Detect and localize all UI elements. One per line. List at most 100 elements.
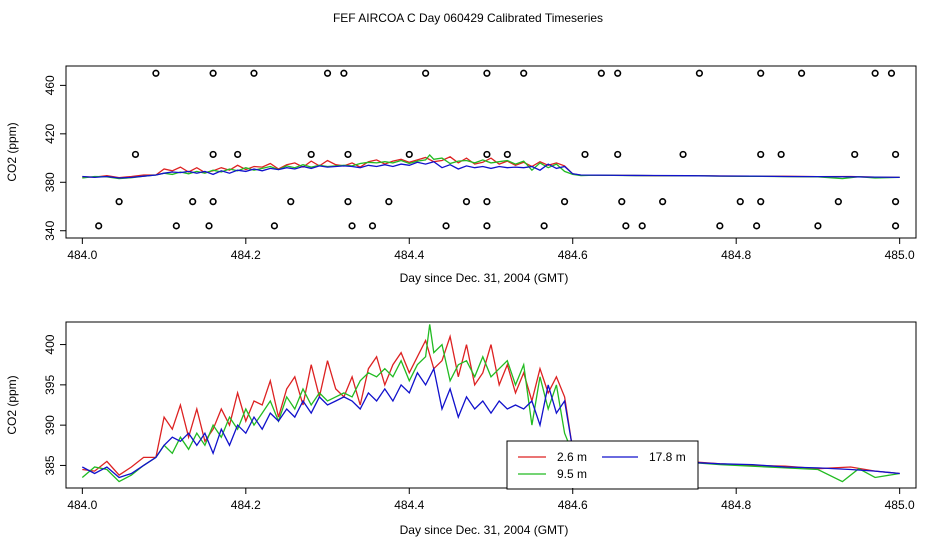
calibration-point	[205, 222, 213, 230]
top-x-tick-label: 485.0	[885, 248, 915, 262]
legend-label-17-8m: 17.8 m	[649, 450, 686, 464]
bottom-series-line-1	[81, 324, 900, 483]
calibration-point	[581, 150, 589, 159]
bottom-y-tick-label: 390	[43, 415, 57, 435]
top-x-tick-label: 484.0	[67, 248, 97, 262]
calibration-point	[638, 222, 646, 230]
calibration-point	[757, 150, 765, 159]
calibration-point	[95, 222, 103, 230]
legend-label-2-6m: 2.6 m	[557, 450, 587, 464]
calibration-point	[344, 198, 352, 206]
calibration-point	[851, 150, 859, 159]
calibration-point	[323, 69, 332, 77]
bottom-panel: Day since Dec. 31, 2004 (GMT) CO2 (ppm) …	[5, 321, 917, 537]
calibration-point	[483, 69, 491, 77]
top-panel: Day since Dec. 31, 2004 (GMT) CO2 (ppm) …	[5, 65, 917, 285]
calibration-point	[405, 150, 413, 159]
calibration-point	[442, 222, 450, 230]
calibration-point	[152, 69, 160, 77]
top-y-tick-label: 460	[43, 75, 57, 95]
calibration-point	[344, 150, 352, 159]
calibration-point	[131, 150, 140, 159]
bottom-x-tick-label: 484.4	[394, 498, 424, 512]
bottom-series-line-0	[82, 333, 900, 476]
top-x-tick-label: 484.6	[558, 248, 588, 262]
calibration-point	[340, 69, 348, 77]
bottom-series-line-2	[81, 366, 900, 479]
legend-label-9-5m: 9.5 m	[557, 467, 587, 481]
bottom-y-tick-label: 395	[43, 375, 57, 395]
calibration-point	[695, 69, 704, 77]
top-y-tick-label: 340	[43, 220, 57, 240]
calibration-point	[483, 150, 491, 159]
calibration-point	[659, 198, 667, 206]
calibration-point	[560, 198, 569, 206]
calibration-point	[209, 198, 217, 206]
bottom-x-tick-label: 485.0	[885, 498, 915, 512]
top-x-axis-label: Day since Dec. 31, 2004 (GMT)	[400, 271, 569, 285]
bottom-y-tick-label: 400	[43, 334, 57, 354]
calibration-point	[287, 198, 295, 206]
calibration-point	[189, 198, 197, 206]
bottom-x-tick-label: 484.2	[231, 498, 261, 512]
calibration-point	[368, 222, 377, 230]
calibration-point	[483, 222, 491, 230]
bottom-y-axis-label: CO2 (ppm)	[5, 375, 19, 434]
calibration-point	[871, 69, 879, 77]
bottom-x-tick-label: 484.0	[67, 498, 97, 512]
calibration-point	[462, 198, 471, 206]
calibration-point	[891, 150, 900, 159]
calibration-point	[736, 198, 744, 206]
calibration-point	[614, 69, 622, 77]
calibration-point	[891, 198, 900, 206]
calibration-point	[777, 150, 785, 159]
calibration-point	[172, 222, 180, 230]
calibration-point	[716, 222, 724, 230]
calibration-point	[753, 222, 761, 230]
calibration-point	[250, 69, 258, 77]
bottom-x-tick-label: 484.6	[558, 498, 588, 512]
calibration-point	[622, 222, 630, 230]
bottom-plot-frame	[65, 321, 917, 489]
calibration-point	[887, 69, 896, 77]
legend: 2.6 m 17.8 m 9.5 m	[506, 440, 699, 490]
calibration-point	[307, 150, 315, 159]
top-y-axis-label: CO2 (ppm)	[5, 122, 19, 181]
calibration-point	[348, 222, 356, 230]
calibration-point	[891, 222, 900, 230]
calibration-point	[797, 69, 806, 77]
top-series-line-2	[82, 160, 900, 179]
calibration-point	[234, 150, 242, 159]
top-y-tick-label: 420	[43, 123, 57, 143]
top-x-tick-label: 484.8	[721, 248, 751, 262]
legend-box	[506, 440, 699, 490]
calibration-point	[422, 69, 430, 77]
calibration-point	[520, 69, 528, 77]
bottom-x-tick-label: 484.8	[721, 498, 751, 512]
calibration-point	[834, 198, 842, 206]
bottom-x-axis-label: Day since Dec. 31, 2004 (GMT)	[400, 523, 569, 537]
calibration-point	[597, 69, 605, 77]
calibration-point	[503, 150, 511, 159]
top-y-tick-label: 380	[43, 172, 57, 192]
top-plot-frame	[65, 65, 917, 239]
calibration-point	[618, 198, 626, 206]
calibration-point	[614, 150, 622, 159]
top-series-line-0	[82, 156, 900, 179]
calibration-point	[385, 198, 393, 206]
calibration-point	[209, 69, 217, 77]
calibration-point	[679, 150, 687, 159]
calibration-point	[270, 222, 279, 230]
top-x-tick-label: 484.2	[231, 248, 261, 262]
calibration-point	[540, 222, 548, 230]
calibration-point	[483, 198, 491, 206]
calibration-point	[209, 150, 217, 159]
top-x-tick-label: 484.4	[394, 248, 424, 262]
calibration-point	[814, 222, 822, 230]
bottom-y-tick-label: 385	[43, 455, 57, 475]
calibration-point	[757, 198, 765, 206]
calibration-point	[757, 69, 765, 77]
chart-title: FEF AIRCOA C Day 060429 Calibrated Times…	[333, 11, 603, 25]
